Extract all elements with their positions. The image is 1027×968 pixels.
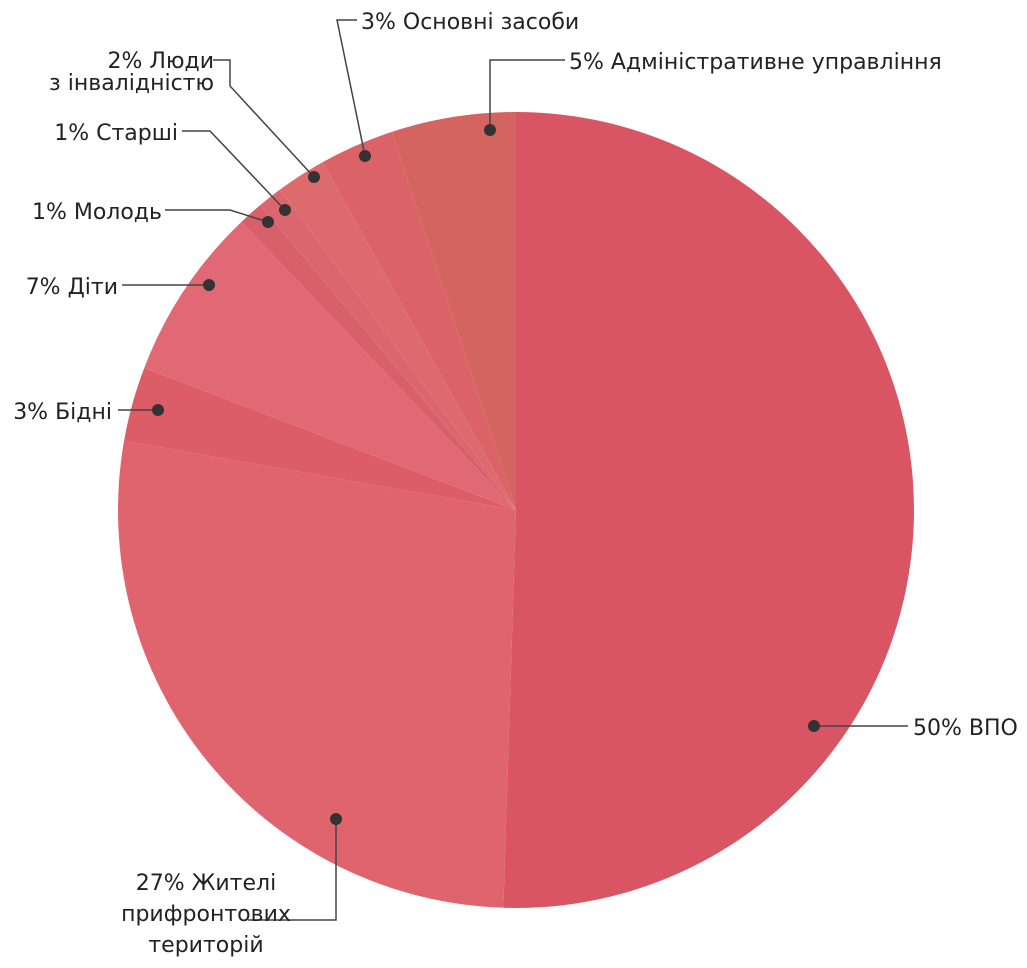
- leader-dot-8: [359, 150, 371, 162]
- slice-label-line: територій: [148, 933, 263, 958]
- pie-slice-2: [118, 440, 516, 908]
- slice-label-5: 1% Молодь: [32, 200, 162, 225]
- slice-label-6: 1% Старші: [54, 121, 178, 146]
- slice-label-2: 27% Жителі прифронтових територій: [121, 871, 291, 958]
- pie-slice-1: [503, 112, 914, 908]
- leader-dot-3: [152, 404, 164, 416]
- leader-dot-2: [330, 813, 342, 825]
- leader-line-2: [248, 819, 337, 921]
- slice-label-9: 5% Адміністративне управління: [569, 50, 942, 75]
- leader-dot-1: [808, 720, 820, 732]
- slice-label-line: 3% Основні засоби: [361, 10, 579, 35]
- leader-line-8: [336, 19, 366, 157]
- pie-slice-8: [322, 131, 516, 510]
- slice-label-line: з інвалідністю: [49, 71, 214, 96]
- slice-label-line: 3% Бідні: [13, 400, 112, 425]
- leader-dot-4: [203, 279, 215, 291]
- slice-label-1: 50% ВПО: [913, 716, 1018, 741]
- slice-label-line: 50% ВПО: [913, 716, 1018, 741]
- pie-slice-4: [144, 221, 516, 510]
- leader-dot-7: [308, 171, 320, 183]
- leader-dot-6: [279, 204, 291, 216]
- slice-label-line: 1% Старші: [54, 121, 178, 146]
- slice-label-line: 27% Жителі: [136, 871, 276, 896]
- pie-slice-6: [260, 189, 516, 510]
- leader-line-6: [182, 130, 286, 211]
- slice-label-3: 3% Бідні: [13, 400, 112, 425]
- pie-slice-3: [124, 367, 517, 510]
- slice-label-7: 2% Люди з інвалідністю: [49, 49, 214, 96]
- pie-slices: [118, 112, 914, 908]
- pie-slice-5: [241, 205, 516, 511]
- leader-dot-9: [484, 124, 496, 136]
- pie-slice-7: [280, 162, 516, 510]
- pie-labels: 50% ВПО 27% Жителі прифронтових територій 3%…: [13, 10, 1018, 958]
- pie-slice-9: [391, 112, 516, 510]
- slice-label-line: 7% Діти: [26, 275, 118, 300]
- slice-label-line: 1% Молодь: [32, 200, 162, 225]
- leader-dot-5: [262, 216, 274, 228]
- slice-label-line: прифронтових: [121, 902, 291, 927]
- leader-line-7: [213, 59, 315, 178]
- slice-label-4: 7% Діти: [26, 275, 118, 300]
- slice-label-line: 5% Адміністративне управління: [569, 50, 942, 75]
- slice-label-line: 2% Люди: [108, 49, 214, 74]
- leader-line-9: [489, 59, 565, 130]
- leader-line-5: [165, 209, 269, 223]
- slice-label-8: 3% Основні засоби: [361, 10, 579, 35]
